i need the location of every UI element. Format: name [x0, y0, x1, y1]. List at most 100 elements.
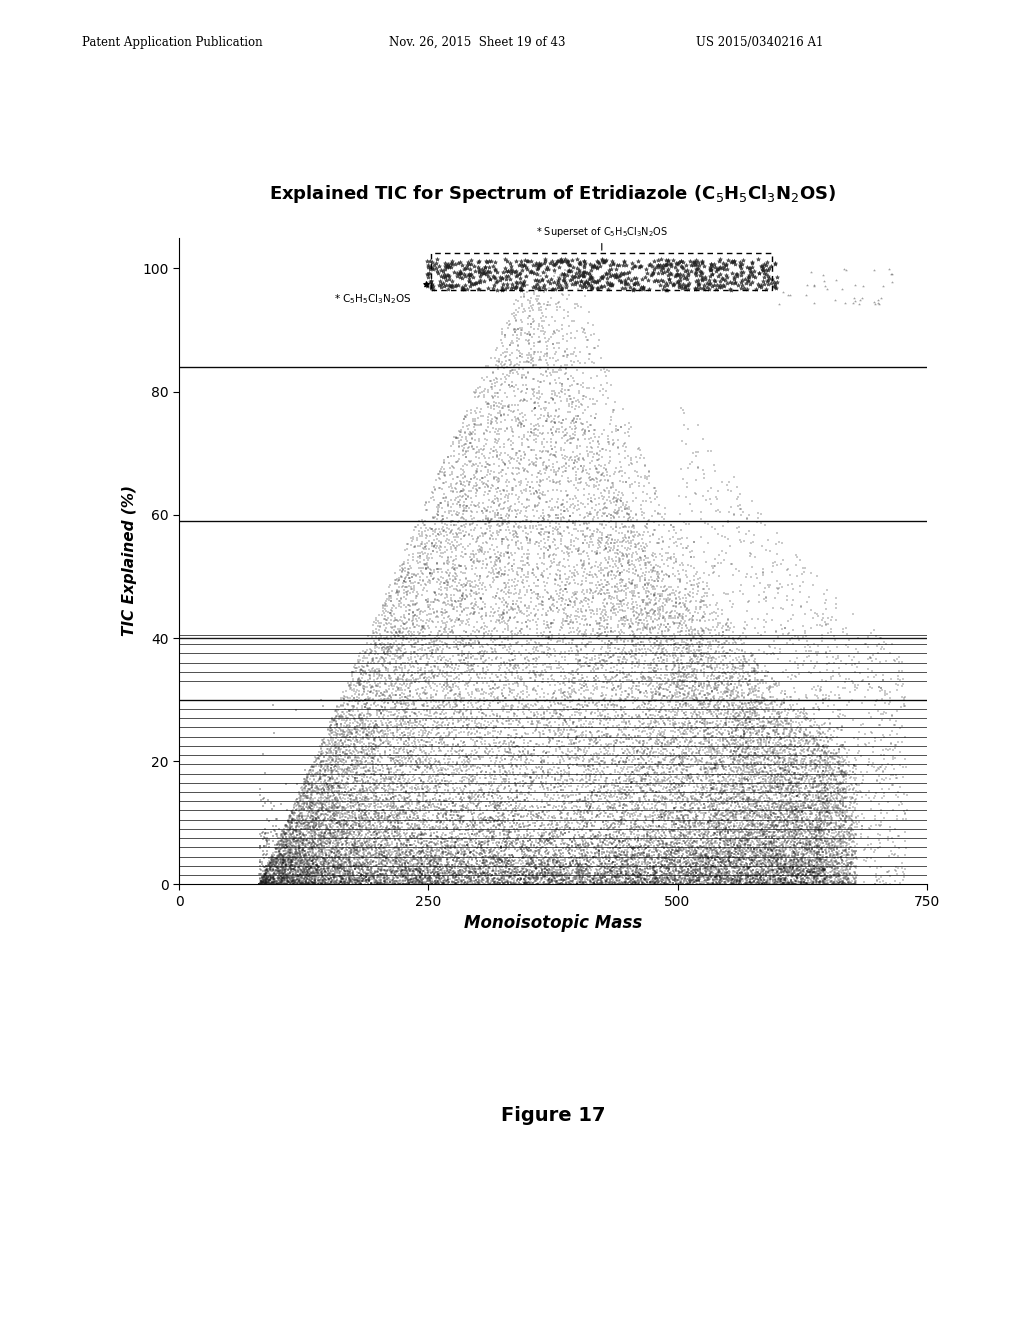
Point [696, 512, 713, 533]
Point [300, 805, 316, 826]
Point [629, 689, 645, 710]
Point [337, 841, 353, 862]
Point [815, 737, 831, 758]
Point [459, 605, 475, 626]
Point [727, 846, 743, 867]
Point [623, 858, 639, 879]
Point [332, 861, 348, 882]
Point [307, 849, 324, 870]
Point [762, 832, 778, 853]
Point [480, 470, 497, 491]
Point [766, 784, 782, 805]
Point [563, 678, 580, 700]
Point [707, 799, 723, 820]
Point [612, 733, 629, 754]
Point [300, 842, 316, 863]
Point [267, 824, 284, 845]
Point [733, 771, 750, 792]
Point [318, 847, 335, 869]
Point [672, 874, 688, 895]
Point [513, 500, 529, 521]
Point [877, 758, 893, 779]
Point [509, 696, 525, 717]
Point [805, 859, 821, 880]
Point [729, 869, 745, 890]
Point [833, 772, 849, 793]
Point [778, 853, 795, 874]
Point [468, 841, 484, 862]
Point [534, 433, 550, 454]
Point [297, 849, 313, 870]
Point [757, 870, 773, 891]
Point [703, 813, 720, 834]
Point [723, 787, 739, 808]
Point [520, 791, 537, 812]
Point [621, 268, 637, 289]
Point [494, 871, 510, 892]
Point [678, 665, 694, 686]
Point [500, 445, 516, 466]
Point [724, 846, 740, 867]
Point [638, 791, 654, 812]
Point [641, 690, 657, 711]
Point [343, 857, 359, 878]
Point [668, 252, 684, 273]
Point [565, 851, 582, 873]
Point [842, 825, 858, 846]
Point [430, 523, 446, 544]
Point [662, 822, 678, 843]
Point [675, 789, 691, 810]
Point [347, 718, 364, 739]
Point [322, 768, 338, 789]
Point [535, 694, 551, 715]
Point [316, 833, 333, 854]
Point [646, 853, 663, 874]
Point [806, 731, 822, 752]
Point [339, 710, 355, 731]
Point [510, 335, 526, 356]
Point [627, 873, 643, 894]
Point [610, 849, 627, 870]
Point [343, 723, 359, 744]
Point [536, 599, 552, 620]
Point [395, 714, 412, 735]
Point [830, 861, 847, 882]
Point [611, 820, 628, 841]
Point [797, 803, 813, 824]
Point [415, 869, 431, 890]
Point [630, 548, 646, 569]
Point [804, 746, 820, 767]
Point [819, 659, 836, 680]
Point [646, 488, 663, 510]
Point [342, 730, 358, 751]
Point [430, 647, 446, 668]
Point [657, 767, 674, 788]
Point [554, 572, 570, 593]
Point [370, 715, 386, 737]
Point [400, 829, 417, 850]
Point [526, 816, 543, 837]
Point [479, 697, 496, 718]
Point [731, 796, 748, 817]
Point [636, 508, 652, 529]
Point [687, 747, 703, 768]
Point [667, 779, 683, 800]
Point [707, 678, 723, 700]
Point [721, 861, 737, 882]
Point [758, 673, 774, 694]
Point [685, 847, 701, 869]
Point [553, 503, 569, 524]
Point [295, 830, 311, 851]
Point [502, 500, 518, 521]
Point [316, 842, 333, 863]
Point [332, 866, 348, 887]
Point [377, 845, 393, 866]
Point [635, 603, 651, 624]
Point [631, 705, 647, 726]
Point [560, 686, 577, 708]
Point [322, 866, 338, 887]
Point [611, 840, 628, 861]
Point [708, 858, 724, 879]
Point [376, 688, 392, 709]
Point [828, 269, 845, 290]
